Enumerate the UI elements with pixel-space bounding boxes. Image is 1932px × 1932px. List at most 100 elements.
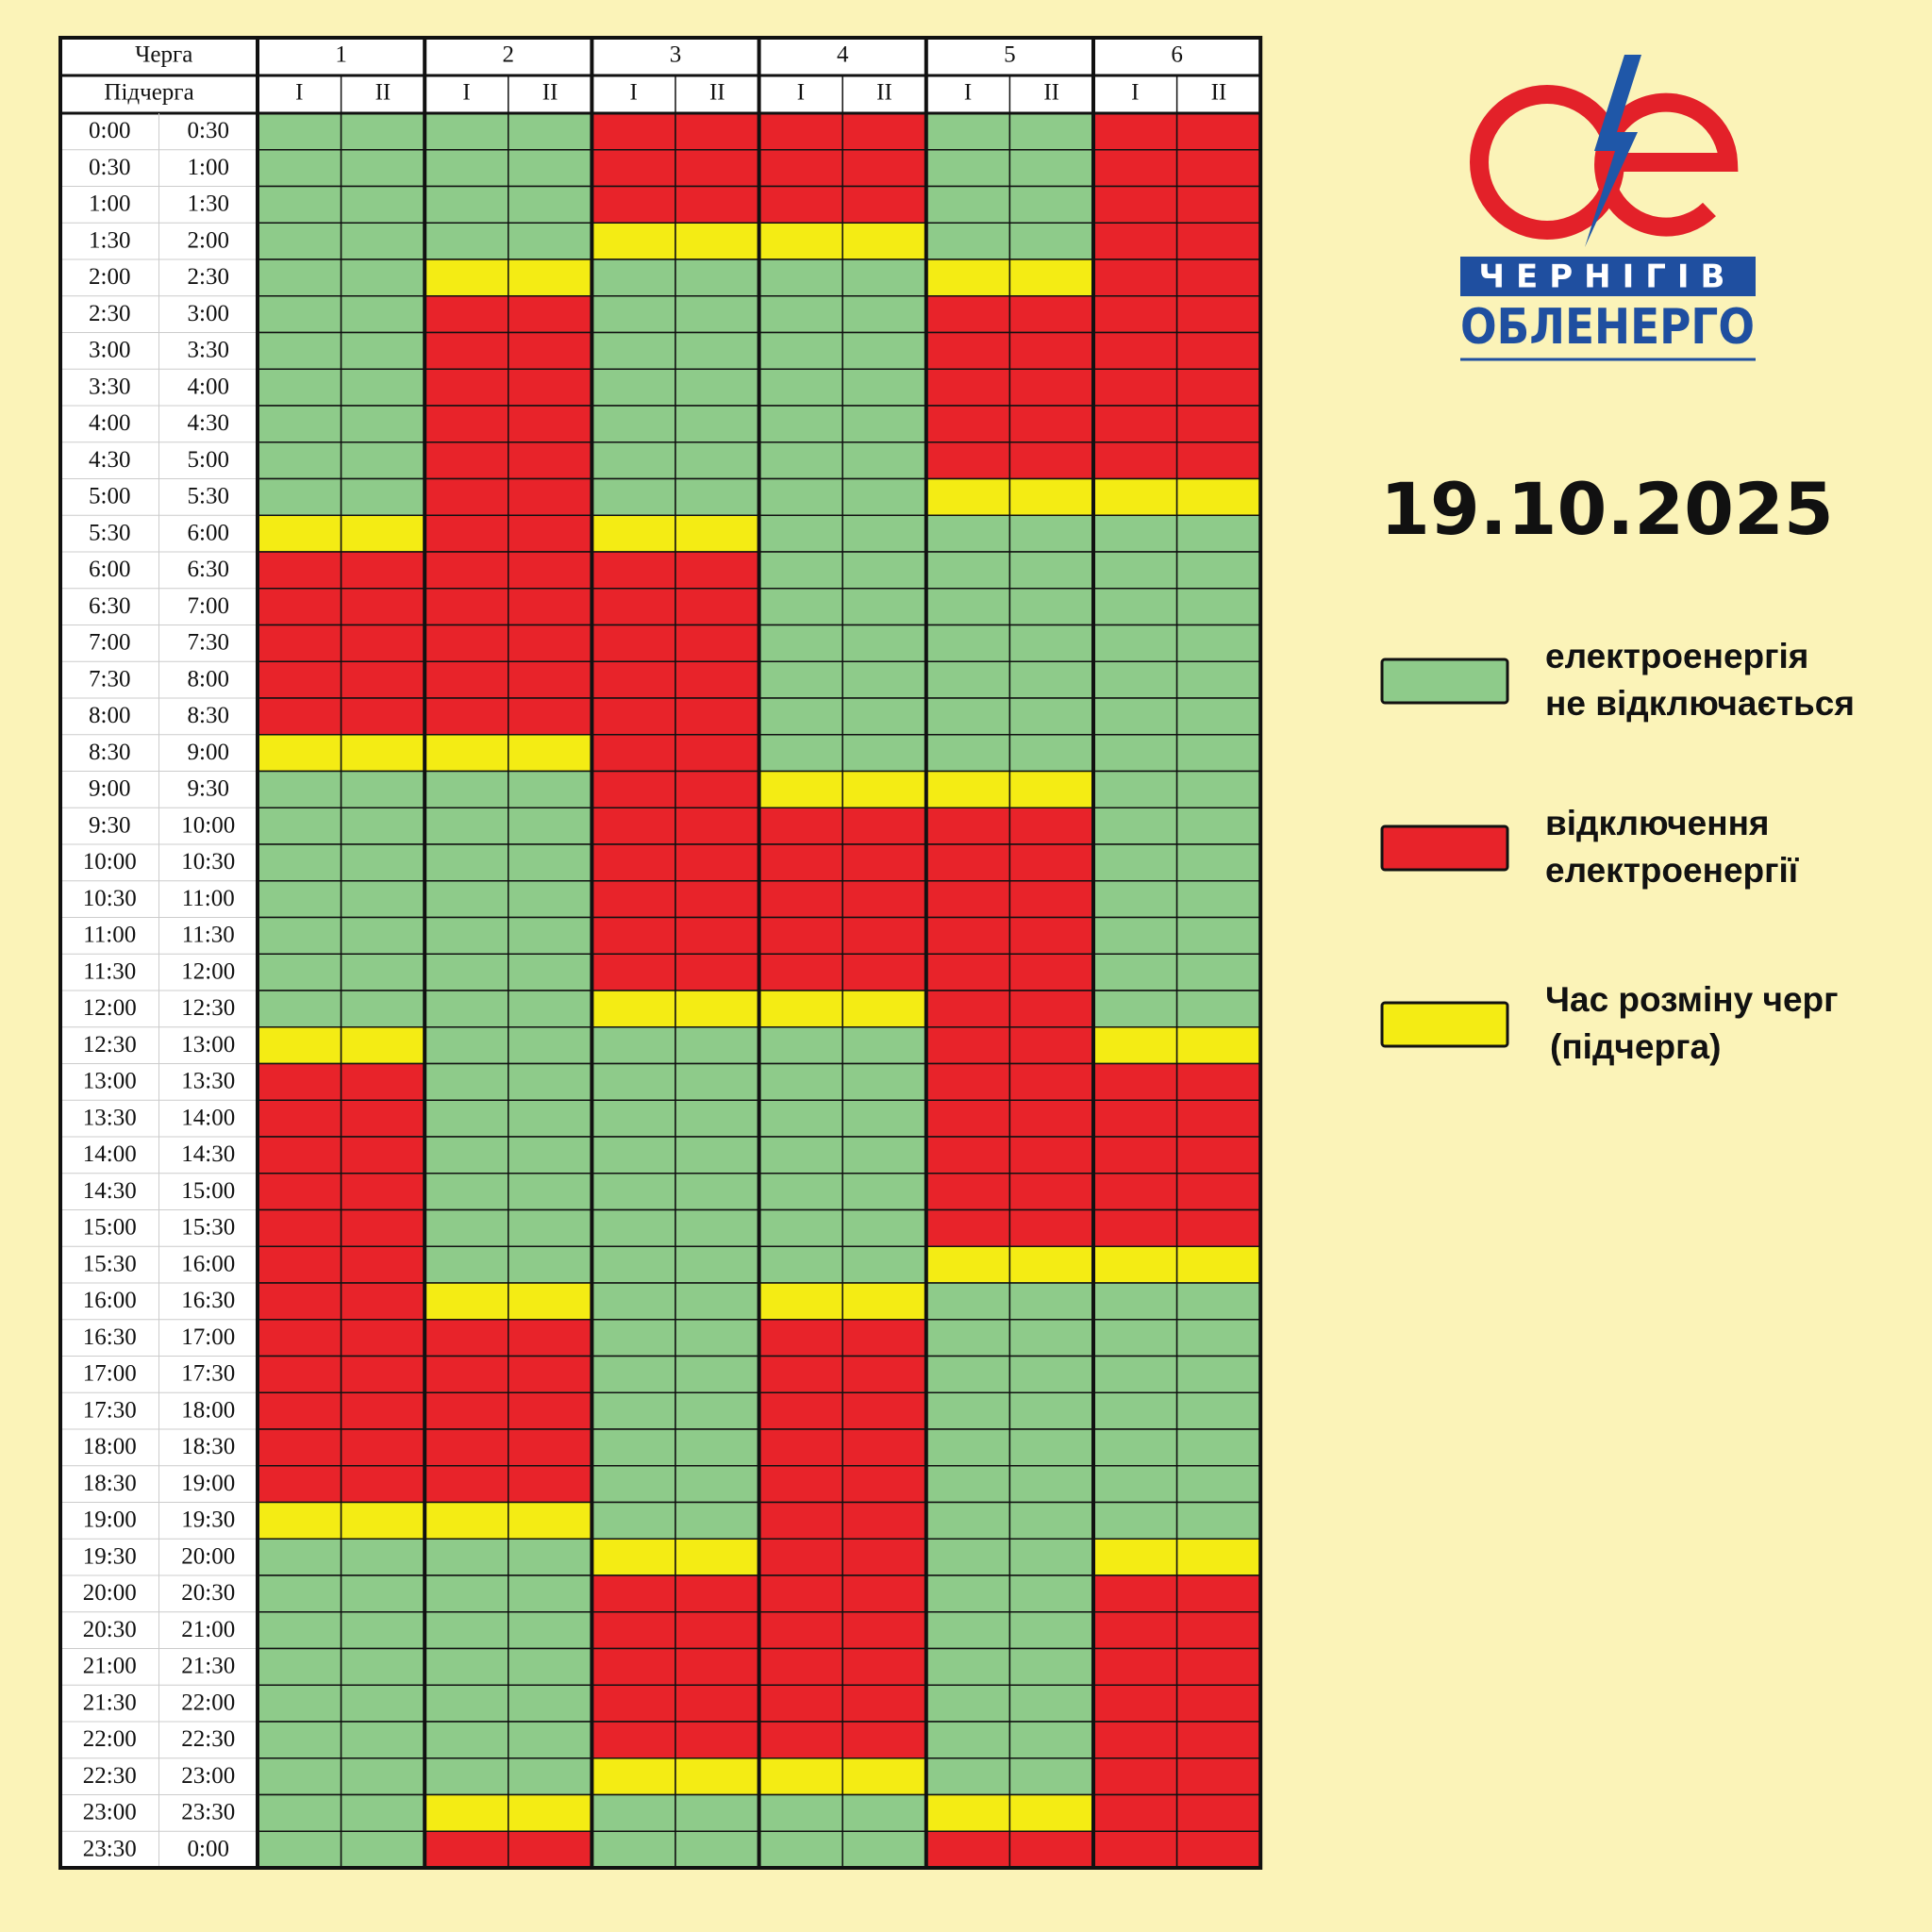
cell: [925, 1391, 1011, 1430]
cell: [257, 734, 342, 773]
cell: [1008, 1757, 1094, 1796]
cell: [758, 405, 843, 443]
cell: [591, 1721, 676, 1759]
cell: [1175, 1611, 1261, 1650]
cell: [841, 697, 927, 736]
cell: [1008, 185, 1094, 224]
cell: [1008, 112, 1094, 151]
cell: [1175, 368, 1261, 407]
cell: [591, 916, 676, 955]
cell: [424, 1538, 509, 1576]
subqueue-number: I: [630, 80, 638, 106]
cell: [841, 770, 927, 808]
cell: [257, 1026, 342, 1065]
time-start: 0:30: [89, 155, 130, 180]
cell: [1175, 441, 1261, 480]
cell: [925, 734, 1011, 773]
cell: [925, 588, 1011, 626]
cell: [508, 1793, 593, 1832]
cell: [841, 1793, 927, 1832]
cell: [841, 1428, 927, 1467]
time-start: 15:30: [83, 1251, 137, 1276]
time-end: 3:00: [188, 301, 229, 326]
cell: [424, 990, 509, 1028]
cell: [1175, 477, 1261, 516]
time-start: 1:30: [89, 227, 130, 253]
cell: [508, 1391, 593, 1430]
time-end: 10:00: [181, 812, 235, 838]
cell: [424, 1611, 509, 1650]
cell: [675, 1282, 760, 1321]
cell: [591, 880, 676, 919]
cell: [675, 843, 760, 882]
time-end: 0:00: [188, 1836, 229, 1861]
cell: [1092, 990, 1178, 1028]
cell: [1175, 185, 1261, 224]
cell: [424, 1026, 509, 1065]
cell: [1092, 185, 1178, 224]
cell: [340, 734, 425, 773]
cell: [925, 1355, 1011, 1393]
cell: [758, 1208, 843, 1247]
cell: [675, 1647, 760, 1686]
cell: [925, 185, 1011, 224]
cell: [508, 1062, 593, 1101]
cell: [508, 770, 593, 808]
time-end: 14:30: [181, 1141, 235, 1167]
cell: [1008, 368, 1094, 407]
cell: [1175, 1173, 1261, 1211]
cell: [758, 1245, 843, 1284]
cell: [758, 1136, 843, 1174]
cell: [340, 368, 425, 407]
cell: [591, 258, 676, 297]
cell: [675, 1173, 760, 1211]
cell: [1092, 916, 1178, 955]
cell: [925, 916, 1011, 955]
time-end: 13:30: [181, 1069, 235, 1094]
cell: [257, 149, 342, 188]
time-end: 7:00: [188, 593, 229, 619]
cell: [1008, 770, 1094, 808]
time-start: 14:30: [83, 1178, 137, 1204]
cell: [1175, 880, 1261, 919]
cell: [1092, 1391, 1178, 1430]
cell: [1092, 514, 1178, 553]
cell: [591, 807, 676, 845]
cell: [591, 1428, 676, 1467]
cell: [257, 1391, 342, 1430]
cell: [340, 551, 425, 590]
subqueue-number: I: [1131, 80, 1139, 106]
cell: [257, 880, 342, 919]
cell: [508, 149, 593, 188]
cell: [1008, 1026, 1094, 1065]
cell: [675, 112, 760, 151]
cell: [340, 1647, 425, 1686]
cell: [340, 1428, 425, 1467]
cell: [1175, 1245, 1261, 1284]
cell: [675, 368, 760, 407]
time-end: 19:00: [181, 1471, 235, 1496]
cell: [758, 1538, 843, 1576]
cell: [1175, 916, 1261, 955]
cell: [257, 1538, 342, 1576]
cell: [508, 1538, 593, 1576]
cell: [424, 1721, 509, 1759]
cell: [841, 660, 927, 699]
cell: [340, 441, 425, 480]
cell: [1092, 405, 1178, 443]
cell: [591, 1465, 676, 1504]
queue-number: 6: [1171, 42, 1183, 68]
cell: [675, 1538, 760, 1576]
cell: [841, 1757, 927, 1796]
cell: [1092, 149, 1178, 188]
cell: [424, 1245, 509, 1284]
cell: [758, 770, 843, 808]
cell: [925, 1501, 1011, 1540]
cell: [1092, 1830, 1178, 1869]
cell: [591, 953, 676, 991]
cell: [1175, 112, 1261, 151]
cell: [758, 295, 843, 334]
cell: [1008, 1428, 1094, 1467]
cell: [1175, 588, 1261, 626]
cell: [591, 660, 676, 699]
